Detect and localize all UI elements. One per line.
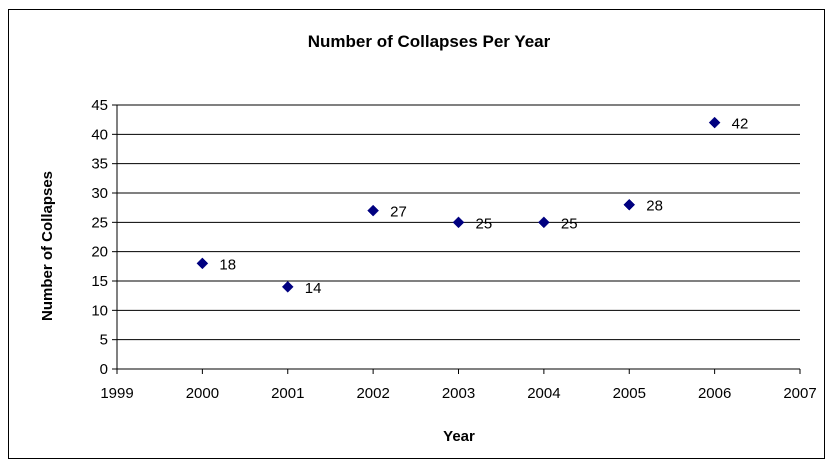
data-label: 28: [646, 198, 663, 215]
y-tick-label: 15: [91, 273, 108, 290]
x-tick-label: 2000: [186, 385, 219, 402]
data-label: 14: [305, 280, 322, 297]
x-tick-label: 1999: [100, 385, 133, 402]
y-tick-label: 10: [91, 302, 108, 319]
x-tick-label: 2002: [356, 385, 389, 402]
x-axis-title: Year: [443, 428, 475, 445]
x-tick-labels: 1999 2000 2001 2002 2003 2004 2005 2006 2007: [100, 385, 816, 402]
data-label: 25: [561, 215, 578, 232]
y-tick-label: 25: [91, 214, 108, 231]
axes: [112, 104, 801, 374]
y-tick-label: 45: [91, 97, 108, 114]
y-tick-label: 0: [100, 361, 108, 378]
y-tick-label: 40: [91, 126, 108, 143]
chart-frame: [8, 9, 825, 459]
y-tick-label: 5: [100, 332, 108, 349]
data-points: [196, 116, 721, 293]
x-tick-label: 2001: [271, 385, 304, 402]
data-point: [708, 116, 721, 129]
data-point: [538, 216, 550, 229]
data-label: 18: [219, 256, 236, 273]
y-tick-label: 30: [91, 185, 108, 202]
data-label: 42: [732, 116, 749, 133]
gridlines: [117, 104, 800, 341]
data-point: [196, 257, 209, 270]
data-point: [367, 204, 379, 217]
data-label: 27: [390, 204, 407, 221]
x-tick-label: 2006: [698, 385, 731, 402]
x-tick-label: 2003: [442, 385, 475, 402]
x-tick-label: 2007: [783, 385, 816, 402]
y-axis-title: Number of Collapses: [39, 171, 56, 321]
data-point: [623, 198, 636, 211]
y-tick-label: 20: [91, 244, 108, 261]
data-point: [281, 281, 294, 293]
y-tick-labels: 0 5 10 15 20 25 30 35 40 45: [91, 97, 108, 378]
data-label: 25: [476, 215, 493, 232]
data-point: [452, 216, 465, 229]
x-tick-label: 2004: [527, 385, 560, 402]
data-labels: 18 14 27 25 25 28 42: [219, 116, 748, 297]
chart-title: Number of Collapses Per Year: [308, 32, 551, 51]
x-tick-label: 2005: [613, 385, 646, 402]
y-tick-label: 35: [91, 156, 108, 173]
